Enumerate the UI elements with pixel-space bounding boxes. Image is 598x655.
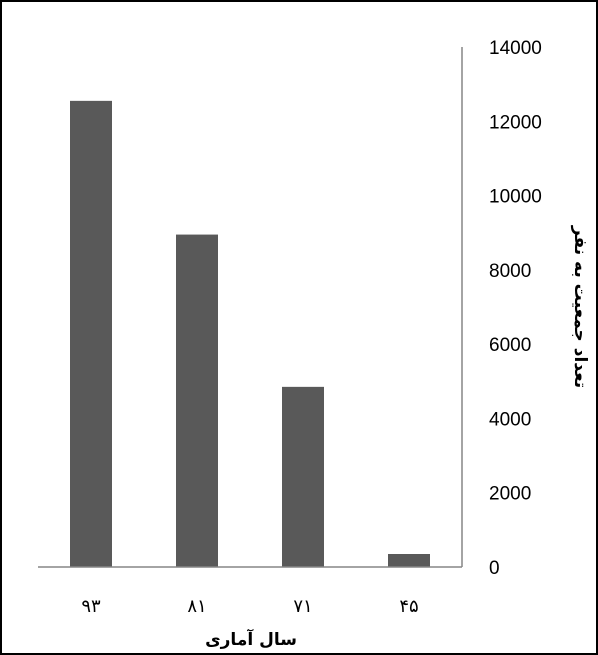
bar-2 bbox=[176, 234, 218, 568]
y-tick-label: 6000 bbox=[489, 335, 531, 356]
bars-group bbox=[70, 100, 430, 568]
y-tick-label: 0 bbox=[489, 558, 500, 579]
y-tick-labels: 0 2000 4000 6000 8000 10000 12000 14000 bbox=[489, 38, 542, 579]
x-axis-title: سال آماری bbox=[205, 628, 297, 650]
y-axis-title: تعداد جمعیت به نفر bbox=[570, 225, 590, 388]
x-category-labels: ۹۳ ۸۱ ۷۱ ۴۵ bbox=[81, 596, 418, 617]
y-tick-label: 2000 bbox=[489, 484, 531, 505]
y-tick-label: 4000 bbox=[489, 409, 531, 430]
y-tick-label: 10000 bbox=[489, 187, 542, 208]
y-tick-label: 8000 bbox=[489, 261, 531, 282]
y-tick-label: 12000 bbox=[489, 112, 542, 133]
bar-3 bbox=[282, 386, 324, 567]
x-category-label: ۷۱ bbox=[293, 596, 312, 617]
x-category-label: ۹۳ bbox=[81, 596, 101, 617]
x-category-label: ۴۵ bbox=[399, 596, 418, 617]
x-category-label: ۸۱ bbox=[187, 596, 206, 617]
bar-1 bbox=[70, 100, 112, 567]
y-tick-label: 14000 bbox=[489, 38, 542, 59]
bar-4 bbox=[388, 554, 430, 567]
